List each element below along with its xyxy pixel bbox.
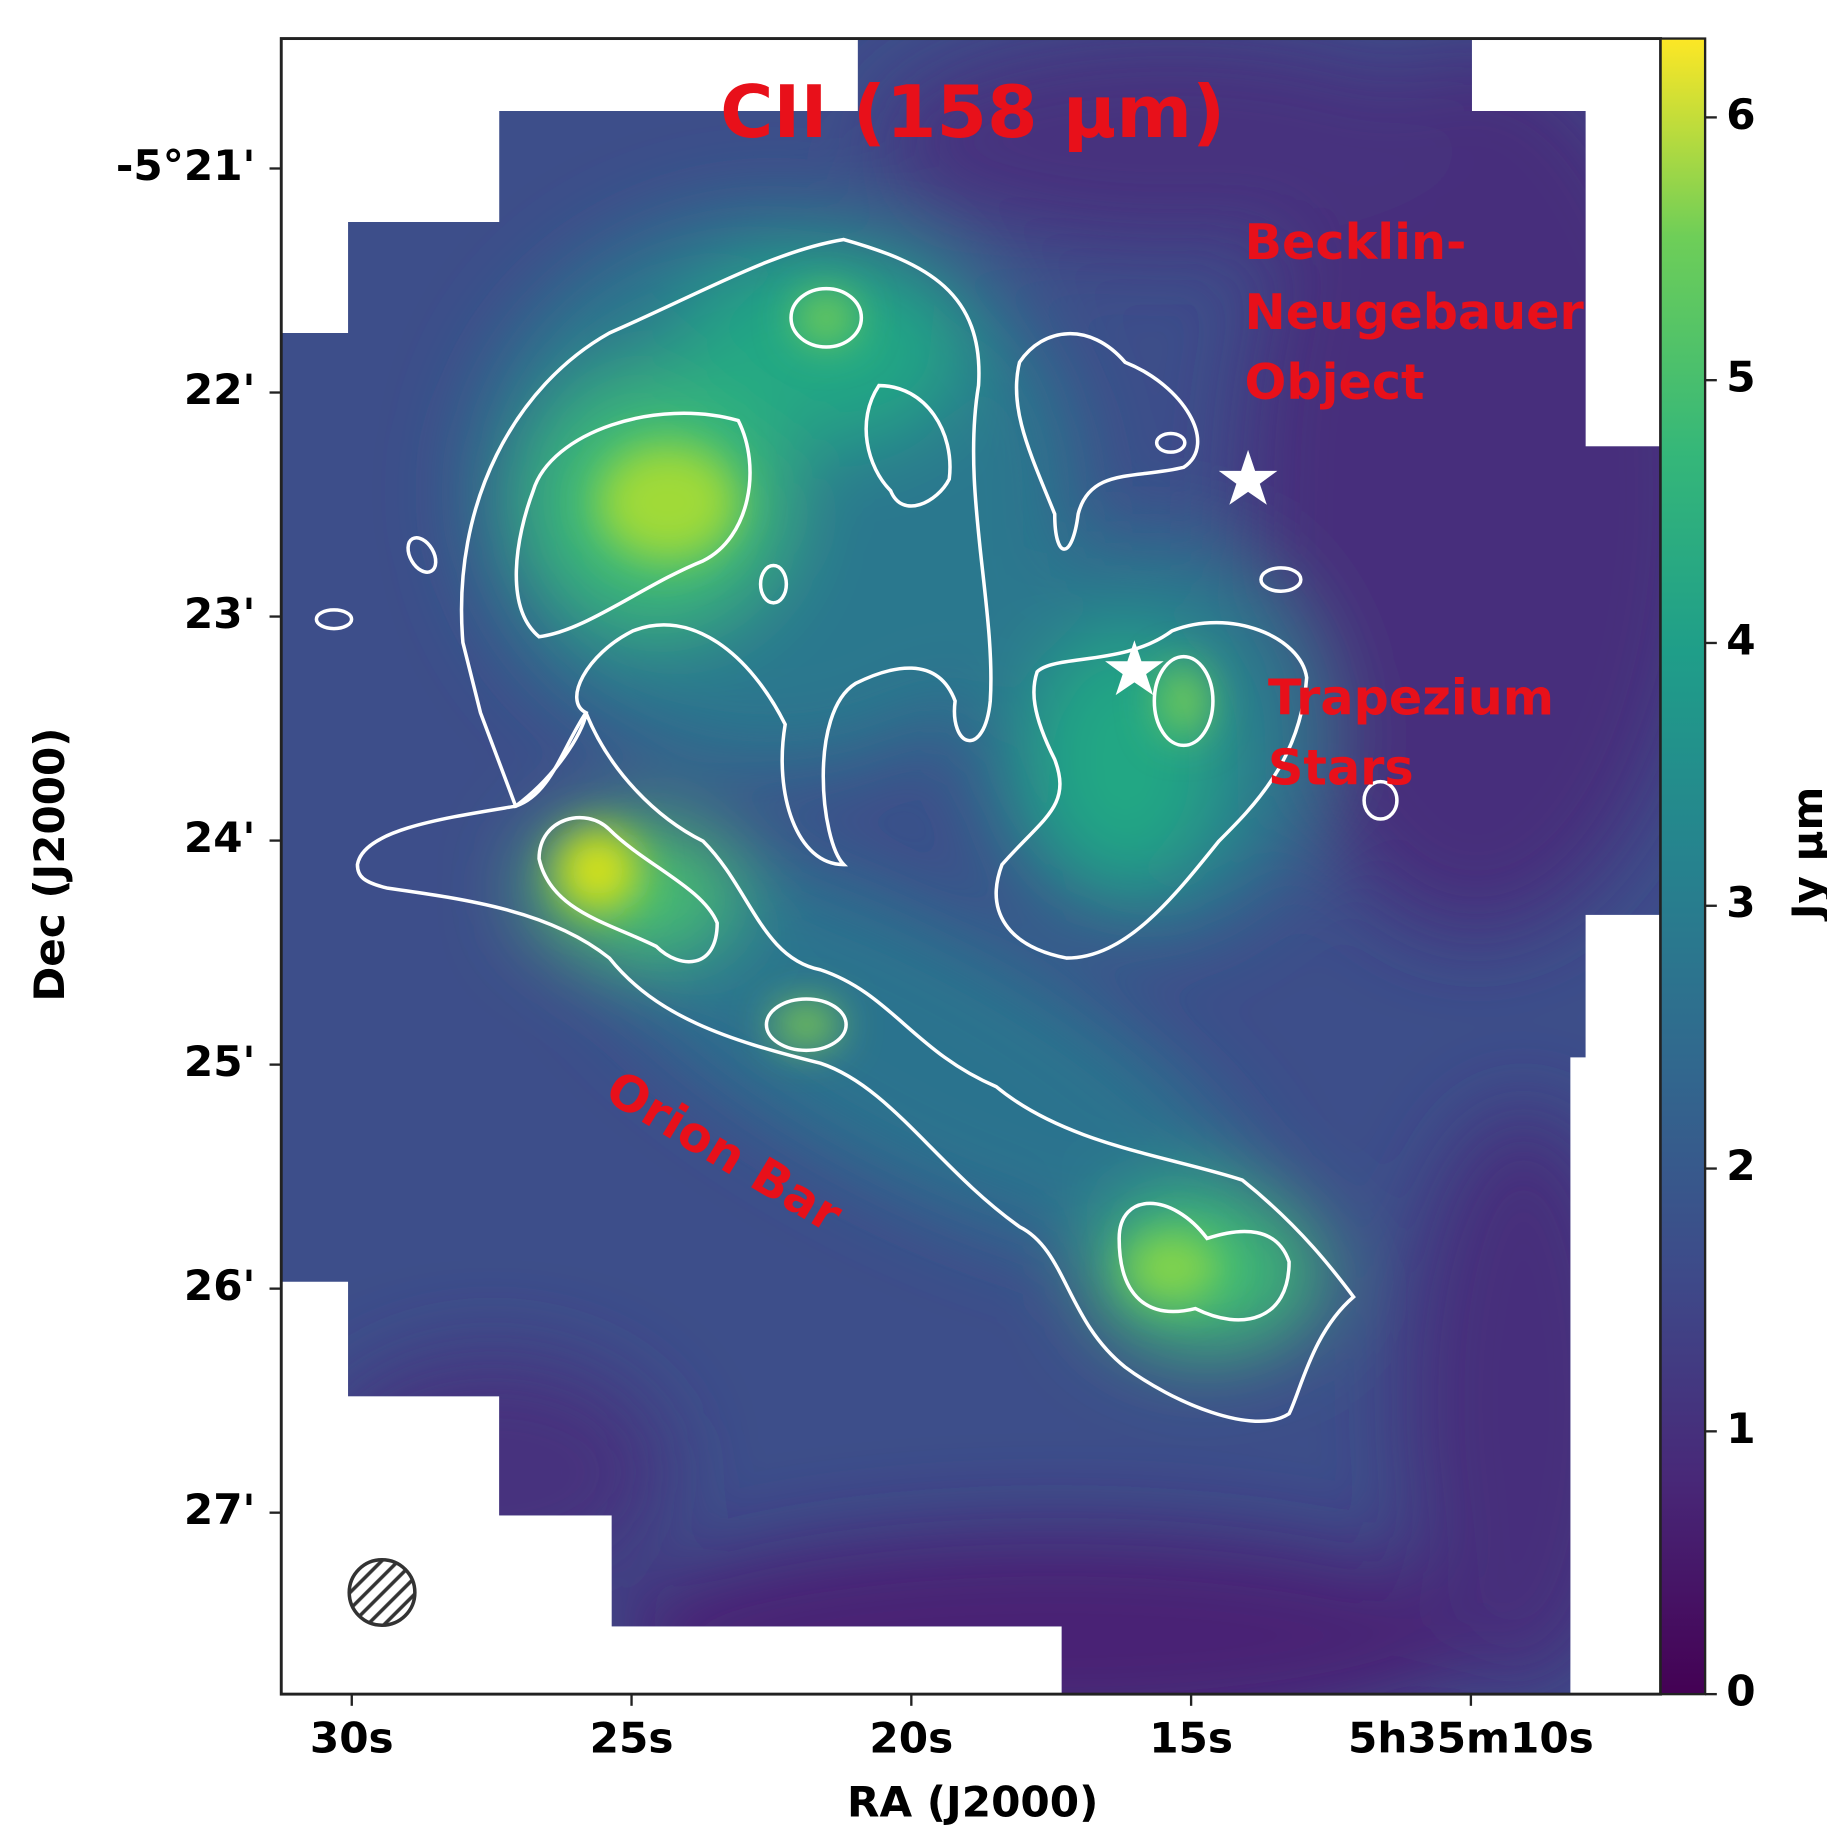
- annotation: Object: [1245, 353, 1425, 411]
- colorbar-tick-label: 4: [1726, 616, 1755, 665]
- beam: [347, 1558, 417, 1627]
- y-tick-label: 23': [184, 589, 256, 638]
- y-tick-label: -5°21': [116, 141, 256, 190]
- x-tick-label: 25s: [590, 1713, 674, 1762]
- y-axis-label: Dec (J2000): [25, 728, 74, 1002]
- colorbar-tick-label: 6: [1726, 90, 1755, 139]
- colorbar-tick-label: 3: [1726, 878, 1755, 927]
- x-tick-label: 30s: [310, 1713, 394, 1762]
- colorbar-tick-label: 5: [1726, 353, 1755, 402]
- y-tick-label: 26': [184, 1261, 256, 1310]
- y-tick-label: 27': [184, 1485, 256, 1534]
- chart-title: CII (158 μm): [720, 71, 1225, 155]
- y-tick-label: 22': [184, 365, 256, 414]
- x-axis-label: RA (J2000): [847, 1778, 1098, 1827]
- annotation: Becklin-: [1245, 213, 1467, 271]
- x-tick-label: 15s: [1149, 1713, 1233, 1762]
- annotation: Trapezium: [1268, 669, 1554, 727]
- colorbar-tick-label: 0: [1726, 1667, 1755, 1716]
- colorbar-tick-label: 1: [1726, 1404, 1755, 1453]
- y-tick-label: 24': [184, 813, 256, 862]
- y-tick-label: 25': [184, 1037, 256, 1086]
- annotation: Stars: [1268, 739, 1414, 797]
- x-tick-label: 5h35m10s: [1348, 1713, 1594, 1762]
- colorbar: [1659, 37, 1707, 1696]
- annotation: Neugebauer: [1245, 283, 1585, 341]
- colorbar-label: Jy μm: [1783, 787, 1827, 922]
- contours: [314, 237, 1399, 1424]
- colorbar-tick-label: 2: [1726, 1141, 1755, 1190]
- x-tick-label: 20s: [869, 1713, 953, 1762]
- star-markers: [1105, 449, 1278, 696]
